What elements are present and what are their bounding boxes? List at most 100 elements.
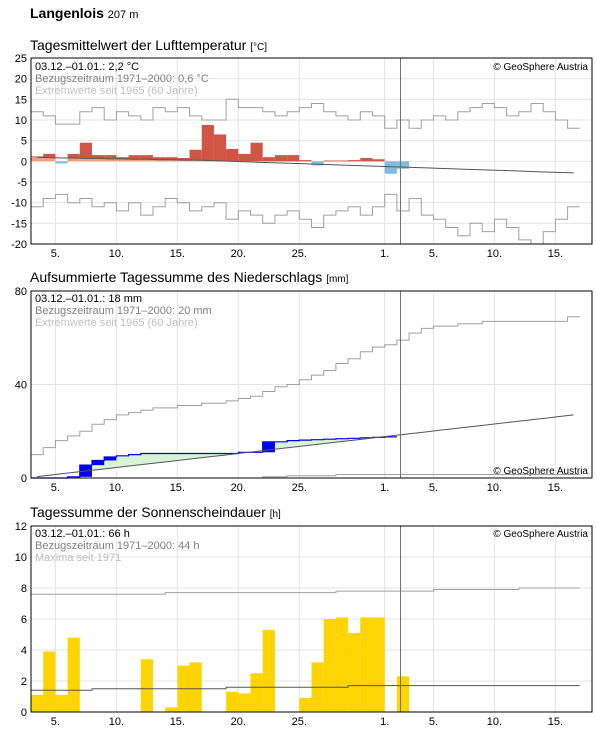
temp-anomaly-bar [104, 155, 117, 159]
station-altitude: 207 m [107, 9, 139, 21]
x-tick-label: 1. [380, 248, 389, 260]
panel-title-text: Aufsummierte Tagessumme des Niederschlag… [30, 269, 323, 285]
precip-increment-bar [91, 460, 105, 466]
sunshine-bar [335, 617, 349, 712]
info-line: Extremwerte seit 1965 (60 Jahre) [35, 317, 198, 329]
temp-anomaly-bar [31, 156, 44, 158]
y-tick-label: 5 [21, 136, 27, 148]
copyright: © GeoSphere Austria [493, 529, 588, 540]
sunshine-bar [67, 637, 80, 712]
x-tick-label: 25. [292, 716, 307, 728]
y-tick-label: 10 [15, 115, 27, 127]
station-name: Langenlois [30, 5, 104, 21]
temp-bar-cold [311, 161, 324, 166]
y-tick-label: 8 [21, 583, 27, 595]
temp-bar-cold [384, 161, 397, 174]
sunshine-bar [43, 651, 56, 712]
temp-bar [67, 158, 80, 162]
x-tick-label: 10. [487, 482, 502, 494]
x-tick-label: 15. [170, 482, 185, 494]
sunshine-bar [372, 617, 385, 712]
x-tick-label: 25. [292, 248, 307, 260]
x-tick-label: 10. [109, 482, 124, 494]
y-tick-label: 10 [15, 552, 27, 564]
y-tick-label: 2 [21, 676, 27, 688]
info-line: Bezugszeitraum 1971–2000: 20 mm [35, 305, 212, 317]
precip-increment-bar [262, 441, 275, 453]
x-tick-label: 5. [51, 482, 60, 494]
temp-bar [165, 159, 178, 162]
y-tick-label: 12 [15, 521, 27, 533]
x-tick-label: 5. [51, 248, 60, 260]
temp-bar-cold [55, 161, 68, 164]
sunshine-bar [250, 673, 263, 712]
y-tick-label: -5 [17, 177, 27, 189]
copyright: © GeoSphere Austria [493, 466, 588, 477]
sunshine-bar [323, 619, 336, 712]
temp-anomaly-bar [299, 160, 312, 162]
temp-bar-cold [396, 161, 410, 169]
temp-bar [177, 160, 190, 162]
reference-sunshine-line [31, 685, 580, 691]
temp-anomaly-bar [287, 155, 300, 162]
plot-background [31, 58, 592, 244]
x-tick-label: 5. [429, 248, 438, 260]
temp-anomaly-bar [323, 160, 336, 162]
temp-anomaly-bar [335, 160, 349, 162]
plot-frame [30, 525, 593, 713]
sunshine-bar [396, 676, 410, 712]
temp-anomaly-bar [348, 160, 361, 162]
temp-anomaly-bar [213, 134, 227, 161]
temp-anomaly-bar [372, 159, 385, 162]
temp-bar [140, 159, 153, 162]
temp-bar [128, 159, 141, 162]
x-tick-label: 5. [51, 716, 60, 728]
info-line: Maxima seit 1971 [35, 552, 121, 564]
temp-anomaly-bar [201, 124, 214, 161]
max-extreme-line [31, 98, 580, 129]
plot-frame [30, 57, 593, 245]
sunshine-bar [189, 662, 202, 712]
y-tick-label: 6 [21, 614, 27, 626]
temp-bar [31, 157, 44, 162]
temp-anomaly-bar [274, 155, 288, 162]
x-tick-label: 10. [109, 248, 124, 260]
temp-anomaly-bar [262, 157, 275, 162]
info-line: 03.12.–01.01.: 2,2 °C [35, 61, 139, 73]
reference-mean-line [37, 156, 574, 174]
min-extreme-line [31, 193, 580, 245]
temp-anomaly-bar [360, 158, 373, 162]
x-tick-label: 10. [487, 248, 502, 260]
max-cumulative-line [31, 316, 580, 456]
temp-anomaly-bar [165, 157, 178, 160]
x-tick-label: 10. [109, 716, 124, 728]
temp-anomaly-bar [250, 142, 263, 162]
x-tick-label: 15. [170, 716, 185, 728]
temp-bar [152, 159, 166, 162]
y-tick-label: -10 [11, 198, 27, 210]
panel-unit: [h] [269, 509, 281, 520]
temp-bar [116, 158, 129, 162]
y-tick-label: 0 [21, 707, 27, 719]
temp-anomaly-bar [79, 142, 92, 159]
x-tick-label: 10. [487, 716, 502, 728]
x-tick-label: 5. [429, 716, 438, 728]
temp-bar [189, 160, 202, 162]
temp-anomaly-bar [67, 153, 80, 159]
y-tick-label: -15 [11, 218, 27, 230]
y-tick-label: 15 [15, 94, 27, 106]
info-line: 03.12.–01.01.: 18 mm [35, 293, 142, 305]
max-sunshine-line [31, 587, 580, 595]
reference-cumulative-line [37, 414, 574, 478]
x-tick-label: 15. [548, 716, 563, 728]
info-line: Extremwerte seit 1965 (60 Jahre) [35, 85, 198, 97]
temp-anomaly-bar [177, 158, 190, 161]
sunshine-bar [262, 629, 275, 712]
x-tick-label: 20. [231, 248, 246, 260]
panel-unit: [°C] [250, 42, 267, 53]
y-tick-label: 0 [21, 473, 27, 485]
x-tick-label: 1. [380, 716, 389, 728]
info-line: Bezugszeitraum 1971–2000: 0,6 °C [35, 73, 209, 85]
station-header: Langenlois 207 m [30, 5, 138, 21]
